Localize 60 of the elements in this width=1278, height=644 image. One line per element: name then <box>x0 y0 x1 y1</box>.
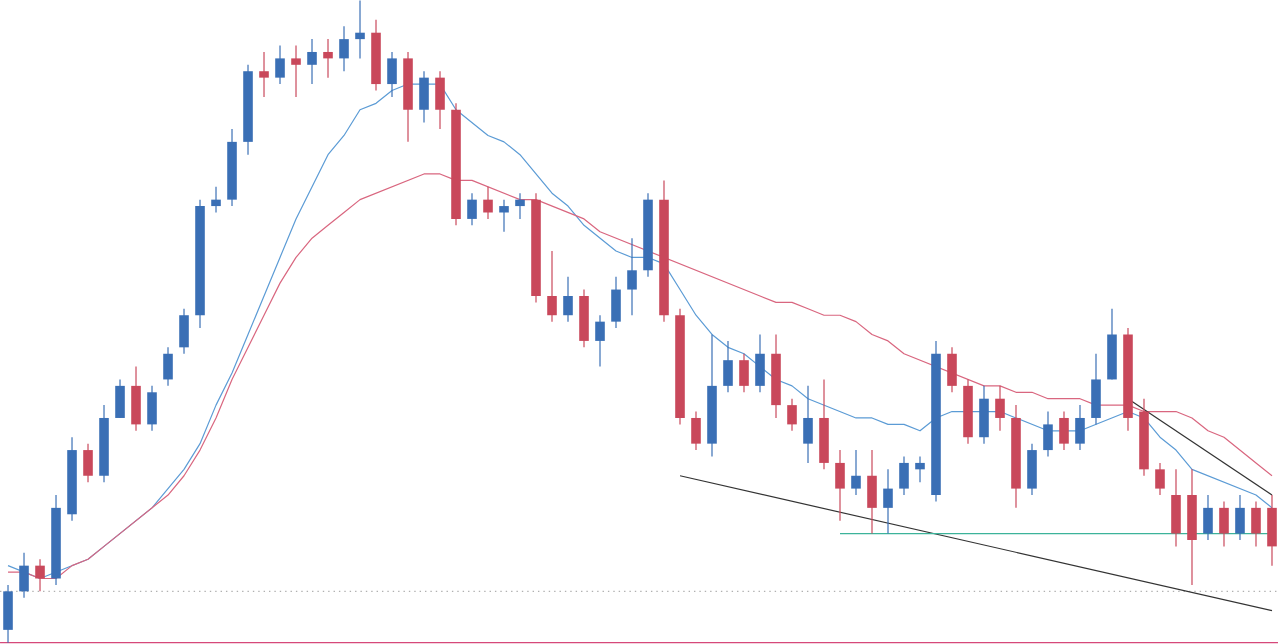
candlestick <box>1235 494 1245 541</box>
candlestick <box>867 449 877 535</box>
candlestick <box>1107 308 1117 381</box>
candlestick <box>163 347 173 387</box>
candlestick <box>147 385 157 432</box>
candlestick <box>1043 411 1053 458</box>
candlestick <box>723 340 733 394</box>
candlestick <box>3 584 13 644</box>
candlestick <box>211 186 221 214</box>
candlestick <box>1091 353 1101 426</box>
candlestick <box>995 385 1005 432</box>
candlestick <box>563 276 573 323</box>
candlestick <box>179 308 189 355</box>
candlestick <box>1187 469 1197 586</box>
candlestick <box>1171 469 1181 548</box>
candlestick <box>691 411 701 451</box>
candlestick <box>915 456 925 484</box>
candlestick <box>979 385 989 445</box>
candlestick <box>1155 462 1165 496</box>
candlestick <box>595 314 605 368</box>
candlestick <box>515 192 525 220</box>
candlestick <box>387 51 397 98</box>
candlestick <box>883 469 893 535</box>
candlestick <box>1251 501 1261 548</box>
candlestick <box>83 443 93 484</box>
candlestick <box>291 45 301 98</box>
candlestick <box>339 25 349 73</box>
candlestick <box>131 366 141 432</box>
candlestick <box>1075 404 1085 451</box>
candlestick <box>803 385 813 464</box>
candlestick <box>35 558 45 593</box>
candlestick <box>739 353 749 394</box>
candlestick <box>787 398 797 432</box>
candlestick <box>835 449 845 522</box>
candlestick <box>1219 501 1229 548</box>
candlestick <box>499 199 509 233</box>
candlestick <box>483 186 493 220</box>
candlestick <box>1267 494 1277 567</box>
candlestick <box>611 276 621 329</box>
candlestick <box>307 38 317 85</box>
candlestick <box>355 0 365 60</box>
candlestick <box>275 45 285 85</box>
candlestick <box>851 449 861 496</box>
candlestick <box>819 379 829 471</box>
candlestick <box>579 289 589 349</box>
candlestick <box>435 70 445 130</box>
candlestick <box>323 38 333 79</box>
candlestick <box>899 456 909 496</box>
candlestick <box>115 379 125 419</box>
candlestick <box>755 334 765 394</box>
candlestick <box>1027 443 1037 496</box>
candlestick <box>627 237 637 317</box>
candlestick <box>947 347 957 394</box>
candlestick <box>259 51 269 98</box>
candlestick <box>1203 494 1213 541</box>
candlestick <box>419 70 429 124</box>
candlestick <box>19 552 29 599</box>
candlestick <box>467 192 477 227</box>
candlestick <box>1059 411 1069 451</box>
candlestick <box>547 250 557 323</box>
